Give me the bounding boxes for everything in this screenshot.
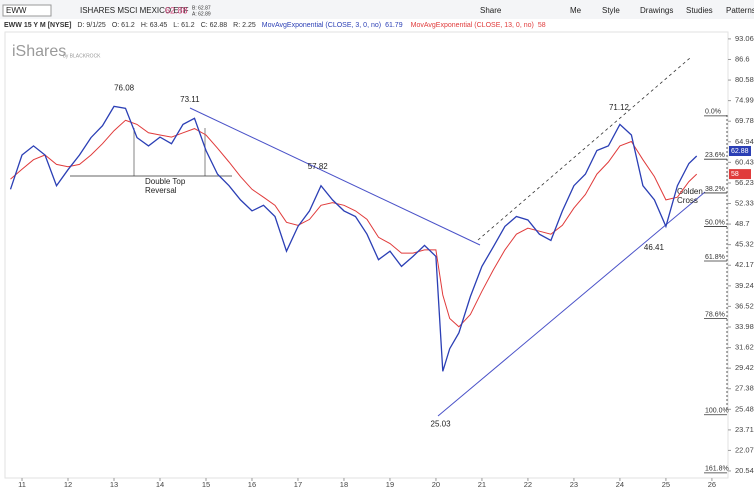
- price-label: 46.41: [644, 243, 665, 252]
- y-tick-label: 29.42: [735, 363, 754, 372]
- y-tick-label: 64.94: [735, 137, 754, 146]
- toolbar-button[interactable]: Share: [480, 6, 502, 15]
- logo-brand: iShares: [12, 43, 66, 60]
- legend-value: 58: [538, 22, 546, 29]
- study-field: C: 62.88: [201, 22, 228, 29]
- fib-label: 38.2%: [705, 186, 725, 193]
- legend-entry: MovAvgExponential (CLOSE, 13, 0, no): [411, 22, 534, 29]
- toolbar-button[interactable]: Style: [602, 6, 620, 15]
- toolbar-button[interactable]: Drawings: [640, 6, 673, 15]
- symbol[interactable]: EWW: [6, 6, 27, 15]
- y-tick-label: 60.43: [735, 157, 754, 166]
- toolbar: [0, 0, 754, 19]
- y-tick-label: 23.71: [735, 425, 754, 434]
- note: Golden: [677, 187, 703, 196]
- y-tick-label: 33.98: [735, 322, 754, 331]
- channel-line: [477, 57, 691, 241]
- note: Double Top: [145, 177, 186, 186]
- study-field: EWW 15 Y M [NYSE]: [4, 22, 71, 29]
- fib-label: 50.0%: [705, 219, 725, 226]
- y-tick-label: 52.33: [735, 199, 754, 208]
- y-tick-label: 42.17: [735, 260, 754, 269]
- series-line: [10, 119, 698, 328]
- x-tick-label: 24: [616, 480, 624, 489]
- trendline: [437, 191, 706, 417]
- y-tick-label: 93.06: [735, 34, 754, 43]
- logo-by: by BLACKROCK: [63, 53, 101, 59]
- fib-label: 78.6%: [705, 311, 725, 318]
- study-field: R: 2.25: [233, 22, 256, 29]
- x-tick-label: 18: [340, 480, 348, 489]
- x-tick-label: 14: [156, 480, 164, 489]
- y-tick-label: 86.6: [735, 54, 750, 63]
- x-tick-label: 16: [248, 480, 256, 489]
- price-label: 57.82: [308, 162, 329, 171]
- ask: A: 62.89: [192, 11, 211, 17]
- description: ISHARES MSCI MEXICO ETF: [80, 6, 189, 15]
- y-tick-label: 80.58: [735, 75, 754, 84]
- note: Cross: [677, 196, 698, 205]
- series-line: [9, 105, 698, 372]
- x-tick-label: 23: [570, 480, 578, 489]
- toolbar-button[interactable]: Patterns: [726, 6, 754, 15]
- x-tick-label: 17: [294, 480, 302, 489]
- y-tick-label: 48.7: [735, 219, 750, 228]
- study-field: L: 61.2: [173, 22, 195, 29]
- y-tick-label: 22.07: [735, 445, 754, 454]
- y-tick-label: 25.48: [735, 404, 754, 413]
- fib-label: 23.6%: [705, 152, 725, 159]
- price-label: 25.03: [431, 420, 452, 429]
- price-box-label: 58: [731, 171, 739, 178]
- fib-label: 100.0%: [705, 408, 729, 415]
- y-tick-label: 45.32: [735, 240, 754, 249]
- y-tick-label: 36.52: [735, 301, 754, 310]
- price-box: [729, 145, 751, 156]
- toolbar-button[interactable]: Studies: [686, 6, 713, 15]
- x-tick-label: 19: [386, 480, 394, 489]
- x-tick-label: 25: [662, 480, 670, 489]
- legend-entry: MovAvgExponential (CLOSE, 3, 0, no): [262, 22, 381, 29]
- price-label: 76.08: [114, 84, 135, 93]
- price-label: 73.11: [180, 95, 200, 104]
- y-tick-label: 69.78: [735, 116, 754, 125]
- study-field: O: 61.2: [112, 22, 135, 29]
- study-field: D: 9/1/25: [77, 22, 106, 29]
- price-box: [729, 169, 751, 180]
- x-tick-label: 13: [110, 480, 118, 489]
- study-field: H: 63.45: [141, 22, 168, 29]
- y-tick-label: 74.99: [735, 96, 754, 105]
- legend-value: 61.79: [385, 22, 403, 29]
- price-label: 71.12: [609, 103, 630, 112]
- x-tick-label: 12: [64, 480, 72, 489]
- plot-frame: [4, 31, 729, 479]
- y-tick-label: 39.24: [735, 281, 754, 290]
- symbol-input[interactable]: [2, 4, 52, 17]
- trendline: [189, 107, 481, 246]
- bid: B: 62.87: [192, 5, 211, 11]
- toolbar-button[interactable]: Me: [570, 6, 582, 15]
- x-tick-label: 15: [202, 480, 210, 489]
- fib-label: 161.8%: [705, 466, 729, 473]
- note: Reversal: [145, 186, 177, 195]
- fib-label: 61.8%: [705, 254, 725, 261]
- y-tick-label: 31.62: [735, 343, 754, 352]
- x-tick-label: 21: [478, 480, 486, 489]
- x-tick-label: 22: [524, 480, 532, 489]
- x-tick-label: 20: [432, 480, 440, 489]
- y-tick-label: 56.23: [735, 178, 754, 187]
- y-tick-label: 27.38: [735, 384, 754, 393]
- fib-label: 0.0%: [705, 109, 721, 116]
- price-box-label: 62.88: [731, 148, 749, 155]
- x-tick-label: 26: [708, 480, 716, 489]
- y-tick-label: 20.54: [735, 466, 754, 475]
- x-tick-label: 11: [18, 480, 26, 489]
- last-price: 62.88: [165, 5, 188, 15]
